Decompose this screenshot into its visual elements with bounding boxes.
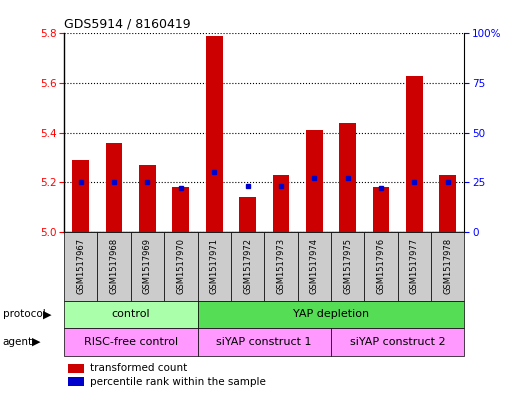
Bar: [331, 232, 364, 301]
Bar: [306, 130, 323, 232]
Text: percentile rank within the sample: percentile rank within the sample: [90, 377, 266, 387]
Text: GSM1517967: GSM1517967: [76, 238, 85, 294]
Bar: [64, 301, 198, 328]
Bar: [72, 160, 89, 232]
Text: ▶: ▶: [32, 337, 41, 347]
Bar: [172, 187, 189, 232]
Bar: [68, 377, 84, 386]
Text: GSM1517975: GSM1517975: [343, 238, 352, 294]
Text: GSM1517978: GSM1517978: [443, 238, 452, 294]
Bar: [139, 165, 156, 232]
Bar: [164, 232, 198, 301]
Text: GSM1517970: GSM1517970: [176, 238, 185, 294]
Text: transformed count: transformed count: [90, 364, 187, 373]
Text: GSM1517976: GSM1517976: [377, 238, 385, 294]
Text: GSM1517968: GSM1517968: [110, 238, 119, 294]
Bar: [131, 232, 164, 301]
Bar: [398, 232, 431, 301]
Bar: [106, 143, 123, 232]
Text: GSM1517977: GSM1517977: [410, 238, 419, 294]
Text: GSM1517974: GSM1517974: [310, 238, 319, 294]
Bar: [298, 232, 331, 301]
Bar: [64, 328, 198, 356]
Text: GSM1517972: GSM1517972: [243, 238, 252, 294]
Text: GSM1517973: GSM1517973: [277, 238, 285, 294]
Bar: [64, 232, 97, 301]
Text: RISC-free control: RISC-free control: [84, 337, 178, 347]
Bar: [272, 175, 289, 232]
Text: GSM1517971: GSM1517971: [210, 238, 219, 294]
Bar: [372, 187, 389, 232]
Bar: [198, 328, 331, 356]
Bar: [239, 197, 256, 232]
Bar: [97, 232, 131, 301]
Bar: [331, 328, 464, 356]
Bar: [198, 232, 231, 301]
Bar: [264, 232, 298, 301]
Bar: [68, 364, 84, 373]
Text: GDS5914 / 8160419: GDS5914 / 8160419: [64, 18, 191, 31]
Text: siYAP construct 2: siYAP construct 2: [350, 337, 445, 347]
Bar: [439, 175, 456, 232]
Bar: [231, 232, 264, 301]
Text: YAP depletion: YAP depletion: [293, 309, 369, 320]
Text: siYAP construct 1: siYAP construct 1: [216, 337, 312, 347]
Text: control: control: [111, 309, 150, 320]
Bar: [206, 36, 223, 232]
Bar: [431, 232, 464, 301]
Text: agent: agent: [3, 337, 33, 347]
Text: GSM1517969: GSM1517969: [143, 238, 152, 294]
Bar: [339, 123, 356, 232]
Text: ▶: ▶: [43, 309, 51, 320]
Bar: [198, 301, 464, 328]
Bar: [406, 75, 423, 232]
Bar: [364, 232, 398, 301]
Text: protocol: protocol: [3, 309, 45, 320]
